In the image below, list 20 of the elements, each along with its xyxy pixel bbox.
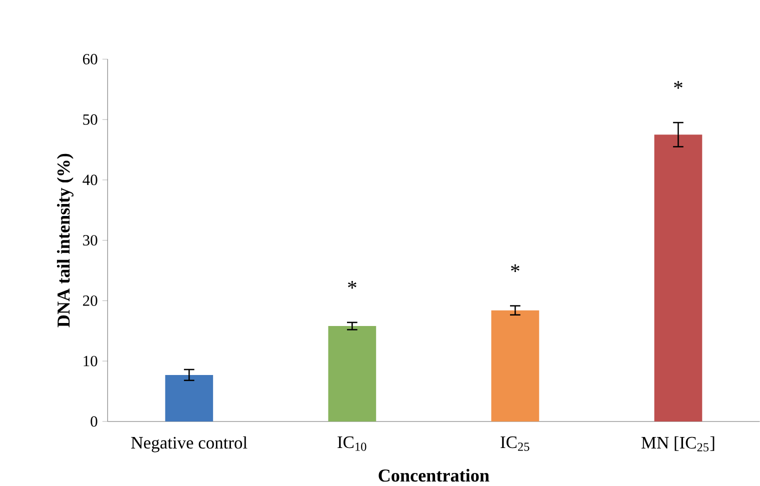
y-tick-label: 40	[82, 174, 98, 186]
y-tick-label: 10	[84, 356, 98, 366]
y-tick-label: 0	[90, 416, 98, 427]
bar	[165, 374, 214, 422]
annotation: *	[674, 81, 682, 89]
y-tick-label: 20	[83, 295, 98, 306]
annotation: *	[348, 281, 356, 289]
bar	[654, 134, 702, 422]
y-axis-title: DNA tail intensity (%)	[56, 154, 74, 328]
annotation: *	[511, 264, 520, 272]
x-tick-label: IC$_{25}$	[500, 436, 530, 451]
bar	[491, 310, 540, 422]
y-tick-label: 60	[83, 54, 98, 64]
x-tick-label: MN [IC$_{25}$]	[641, 436, 714, 452]
y-tick-label: 30	[83, 235, 98, 246]
x-tick-label: IC$_{10}$	[338, 436, 366, 451]
bar	[328, 326, 376, 422]
x-tick-label: Negative control	[131, 436, 248, 452]
x-axis-title: Concentration	[378, 468, 490, 482]
y-tick-label: 50	[83, 114, 98, 125]
